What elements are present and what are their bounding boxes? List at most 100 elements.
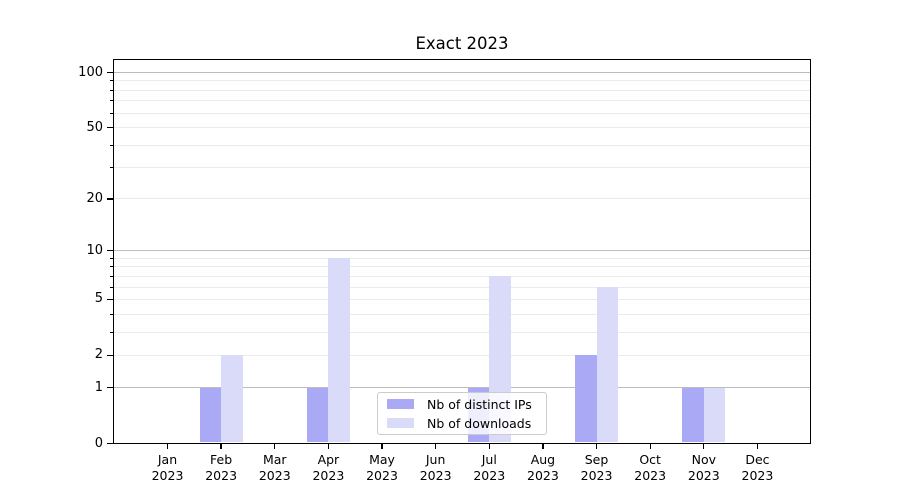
y-minor-tick	[109, 144, 113, 146]
y-minor-tick	[109, 257, 113, 259]
plot-area	[113, 59, 811, 444]
y-tick	[106, 250, 113, 252]
legend-label-distinct-ips: Nb of distinct IPs	[427, 396, 532, 412]
x-label-month: Apr	[317, 452, 340, 467]
y-tick	[106, 298, 113, 301]
y-minor-tick	[109, 313, 113, 315]
y-tick	[106, 354, 113, 356]
gridline-major	[114, 72, 810, 74]
x-tick	[327, 444, 330, 449]
x-tick	[220, 444, 222, 449]
x-label-month: Nov	[691, 452, 716, 467]
x-tick-label: Aug 2023	[513, 452, 573, 483]
legend-swatch-distinct-ips	[387, 398, 414, 410]
y-minor-tick	[109, 331, 113, 333]
y-minor-tick	[109, 80, 113, 82]
gridline	[114, 80, 810, 82]
y-tick-label: 10	[86, 242, 103, 258]
y-minor-tick	[109, 112, 113, 114]
x-tick	[649, 444, 651, 449]
bar-downloads	[221, 355, 243, 443]
y-tick-label: 100	[78, 64, 103, 80]
x-label-year: 2023	[473, 467, 506, 483]
x-label-year: 2023	[687, 467, 720, 483]
x-tick-label: Sep 2023	[567, 452, 627, 483]
bar-downloads	[596, 287, 619, 443]
x-label-year: 2023	[527, 467, 559, 483]
gridline	[114, 266, 810, 268]
x-tick-label: Nov 2023	[674, 452, 734, 483]
y-tick-label: 20	[86, 190, 103, 206]
y-minor-tick	[109, 266, 113, 268]
x-tick	[435, 444, 437, 449]
x-tick	[488, 444, 490, 449]
x-label-month: Jul	[481, 452, 497, 467]
y-tick	[106, 198, 113, 200]
legend-swatch-downloads	[387, 417, 414, 429]
x-tick	[274, 444, 276, 449]
x-label-year: 2023	[741, 467, 774, 483]
y-tick-label: 50	[86, 119, 103, 135]
x-tick-label: Jan 2023	[138, 452, 198, 483]
x-tick	[703, 444, 705, 449]
y-tick	[106, 126, 113, 129]
x-label-month: Dec	[745, 452, 770, 467]
x-tick	[381, 444, 383, 449]
x-label-year: 2023	[205, 467, 238, 483]
x-label-year: 2023	[312, 467, 345, 483]
bar-distinct-ips	[575, 355, 597, 443]
gridline	[114, 100, 810, 102]
bar-distinct-ips	[199, 387, 222, 443]
gridline	[114, 144, 810, 146]
gridline	[114, 354, 810, 356]
gridline	[114, 127, 810, 128]
bar-distinct-ips	[682, 387, 704, 443]
x-label-month: Sep	[584, 452, 609, 467]
y-tick-label: 0	[94, 435, 103, 451]
x-tick-label: Apr 2023	[298, 452, 358, 483]
y-tick-label: 2	[94, 347, 103, 363]
x-tick-label: Mar 2023	[245, 452, 305, 483]
x-tick-label: Jun 2023	[406, 452, 466, 483]
y-tick	[106, 387, 113, 389]
gridline	[114, 89, 810, 91]
y-minor-tick	[109, 275, 113, 277]
legend-label-downloads: Nb of downloads	[427, 415, 532, 431]
x-label-month: Mar	[262, 452, 287, 467]
x-label-year: 2023	[366, 467, 398, 483]
x-tick	[166, 444, 169, 449]
x-label-year: 2023	[580, 467, 613, 483]
x-label-month: May	[369, 452, 395, 467]
y-minor-tick	[109, 89, 113, 91]
gridline-major	[114, 387, 810, 389]
gridline	[114, 286, 810, 288]
x-label-month: Feb	[210, 452, 233, 467]
x-label-month: Oct	[639, 452, 661, 467]
gridline	[114, 112, 810, 114]
x-tick-label: Jul 2023	[459, 452, 519, 483]
x-tick-label: Oct 2023	[620, 452, 680, 483]
x-label-month: Jun	[425, 452, 446, 467]
x-label-year: 2023	[419, 467, 452, 483]
x-tick	[542, 444, 544, 449]
x-tick-label: Dec 2023	[727, 452, 787, 483]
y-minor-tick	[109, 167, 113, 168]
gridline	[114, 298, 810, 300]
x-tick	[756, 444, 759, 449]
y-tick	[106, 442, 113, 445]
gridline	[114, 275, 810, 277]
legend: Nb of distinct IPs Nb of downloads	[377, 392, 547, 435]
gridline	[114, 313, 810, 315]
x-label-year: 2023	[258, 467, 291, 483]
x-tick-label: May 2023	[352, 452, 412, 483]
x-label-month: Jan	[157, 452, 178, 467]
legend-entry-distinct-ips: Nb of distinct IPs	[378, 396, 546, 413]
x-label-year: 2023	[634, 467, 667, 483]
chart-title: Exact 2023	[415, 34, 509, 53]
bar-downloads	[703, 387, 726, 443]
gridline	[114, 257, 810, 259]
x-tick-label: Feb 2023	[191, 452, 251, 483]
x-tick	[595, 444, 598, 449]
gridline	[114, 198, 810, 200]
